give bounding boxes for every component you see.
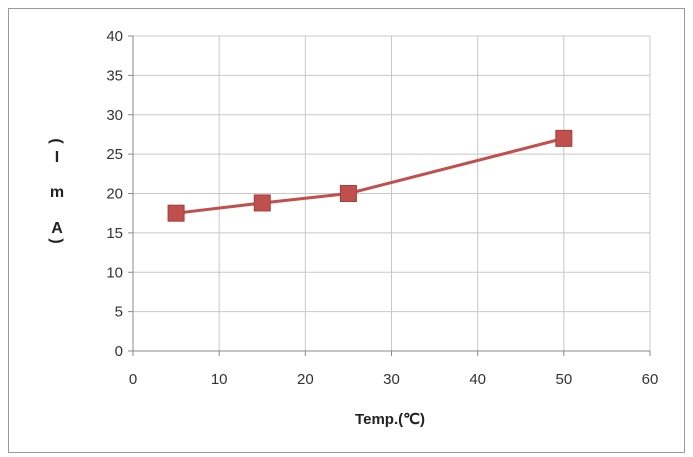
y-tick-label: 40 [106, 28, 123, 45]
x-tick-label: 10 [211, 371, 228, 388]
x-tick-label: 30 [383, 371, 400, 388]
x-tick-label: 0 [129, 371, 137, 388]
y-tick-label: 25 [106, 146, 123, 163]
y-axis-label-char: I [55, 149, 59, 166]
data-point [167, 204, 185, 222]
grid-lines [132, 35, 651, 352]
axes [128, 35, 651, 356]
x-tick-label: 50 [555, 371, 572, 388]
y-axis-label-char: ( [48, 138, 65, 144]
y-tick-label: 0 [115, 343, 123, 360]
x-axis-label: Temp.(℃) [355, 411, 425, 428]
data-point [339, 185, 357, 202]
y-axis-label-char: ) [48, 238, 65, 243]
y-tick-label: 5 [115, 304, 123, 321]
y-tick-label: 10 [106, 264, 123, 281]
y-tick-label: 35 [106, 67, 123, 84]
data-point [555, 129, 573, 147]
y-axis-label: ( Im A) [48, 138, 65, 243]
x-tick-labels: 0 10 20 30 40 50 60 [129, 371, 659, 388]
series-line [175, 136, 565, 215]
y-tick-labels: 0 5 10 15 20 25 30 35 40 [106, 28, 123, 360]
chart-frame [8, 8, 685, 453]
data-point [253, 194, 271, 212]
x-tick-label: 60 [642, 371, 659, 388]
y-tick-label: 30 [106, 107, 123, 124]
y-axis-label-char: m [50, 184, 64, 201]
y-tick-label: 15 [106, 225, 123, 242]
y-axis-label-char: A [51, 220, 63, 237]
x-tick-label: 40 [469, 371, 486, 388]
x-tick-label: 20 [297, 371, 314, 388]
data-series [167, 129, 573, 222]
y-tick-label: 20 [106, 186, 123, 203]
